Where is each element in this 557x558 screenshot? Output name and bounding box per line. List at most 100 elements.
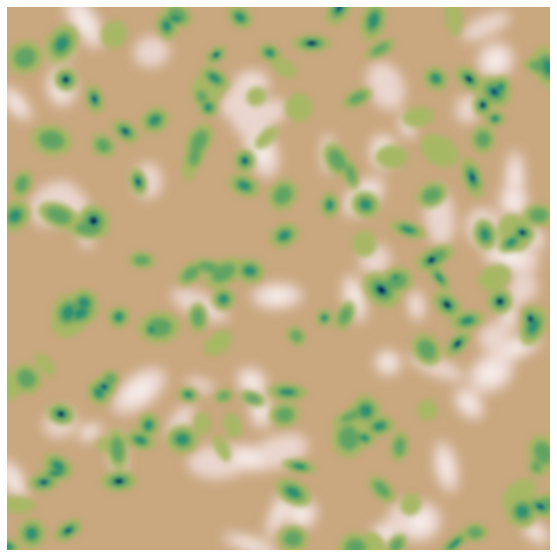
green-blob xyxy=(111,436,124,463)
teal-core xyxy=(361,435,368,441)
navy-core xyxy=(528,316,533,322)
highlight-patch xyxy=(461,395,477,412)
teal-core xyxy=(219,295,228,303)
highlight-patch xyxy=(264,289,290,303)
navy-core xyxy=(466,76,472,82)
olive-blob xyxy=(444,7,463,36)
navy-core xyxy=(444,301,451,308)
green-blob xyxy=(371,42,390,56)
teal-core xyxy=(326,201,333,210)
teal-core xyxy=(293,464,306,469)
teal-core xyxy=(177,434,188,444)
green-blob xyxy=(192,308,204,327)
teal-core xyxy=(135,436,146,444)
green-blob xyxy=(328,149,346,171)
green-blob xyxy=(345,538,366,550)
navy-core xyxy=(428,257,435,263)
noise-field-svg xyxy=(7,7,550,550)
olive-blob xyxy=(100,20,128,49)
highlight-patch xyxy=(502,341,529,356)
navy-core xyxy=(115,478,123,484)
teal-core xyxy=(369,13,378,28)
teal-core xyxy=(496,83,504,92)
green-blob xyxy=(17,369,36,389)
olive-blob xyxy=(272,57,298,78)
teal-core xyxy=(50,470,62,476)
light-patch xyxy=(133,36,170,68)
highlight-patch xyxy=(528,525,543,539)
navy-core xyxy=(57,411,65,417)
navy-core xyxy=(307,41,317,46)
olive-blob xyxy=(213,434,232,462)
highlight-patch xyxy=(506,192,521,210)
teal-core xyxy=(53,461,63,471)
green-blob xyxy=(390,538,403,550)
navy-core xyxy=(519,230,526,235)
green-blob xyxy=(387,272,407,290)
teal-core xyxy=(115,313,123,321)
olive-blob xyxy=(375,144,409,169)
teal-core xyxy=(287,487,300,497)
olive-blob xyxy=(246,86,267,107)
light-patch xyxy=(507,274,538,304)
highlight-patch xyxy=(84,427,96,438)
olive-blob xyxy=(194,411,212,435)
olive-blob xyxy=(285,92,314,122)
navy-core xyxy=(90,217,98,225)
navy-core xyxy=(63,76,69,83)
olive-blob xyxy=(204,329,233,356)
green-blob xyxy=(275,407,294,423)
teal-core xyxy=(145,421,152,430)
teal-core xyxy=(95,388,103,397)
light-patch xyxy=(232,99,289,135)
teal-core xyxy=(321,315,327,321)
teal-core xyxy=(79,298,89,308)
teal-core xyxy=(402,226,414,233)
teal-core xyxy=(205,104,212,111)
teal-core xyxy=(235,13,245,22)
green-blob xyxy=(422,186,442,203)
green-blob xyxy=(15,175,29,193)
blue-core xyxy=(136,179,140,185)
olive-blob xyxy=(7,495,36,514)
teal-core xyxy=(543,60,550,75)
green-blob xyxy=(417,339,436,360)
teal-core xyxy=(10,210,20,221)
highlight-patch xyxy=(271,500,285,527)
teal-core xyxy=(506,238,516,246)
green-blob xyxy=(531,461,542,473)
green-blob xyxy=(346,164,356,184)
highlight-patch xyxy=(244,374,260,390)
green-blob xyxy=(182,266,200,281)
teal-core xyxy=(63,306,74,319)
teal-core xyxy=(279,231,290,240)
teal-core xyxy=(461,317,473,324)
olive-blob xyxy=(478,264,512,291)
blue-core xyxy=(336,7,342,11)
green-blob xyxy=(46,207,71,224)
green-blob xyxy=(467,526,484,539)
light-patch xyxy=(366,61,405,111)
highlight-patch xyxy=(381,356,395,370)
green-blob xyxy=(393,437,406,456)
teal-core xyxy=(374,422,385,430)
teal-core xyxy=(7,543,13,550)
green-blob xyxy=(196,90,207,103)
blue-core xyxy=(214,53,219,57)
blue-core xyxy=(102,384,107,389)
olive-blob xyxy=(352,230,377,257)
olive-blob xyxy=(402,106,435,128)
olive-blob xyxy=(417,399,438,421)
olive-blob xyxy=(254,126,279,150)
highlight-patch xyxy=(412,297,421,314)
blue-core xyxy=(537,504,544,509)
blue-core xyxy=(41,480,47,485)
green-blob xyxy=(475,130,491,148)
teal-core xyxy=(209,74,220,83)
green-blob xyxy=(95,138,111,153)
teal-core xyxy=(74,308,87,318)
green-blob xyxy=(105,373,117,384)
teal-core xyxy=(27,528,37,539)
highlight-patch xyxy=(7,469,21,491)
olive-blob xyxy=(420,134,459,168)
